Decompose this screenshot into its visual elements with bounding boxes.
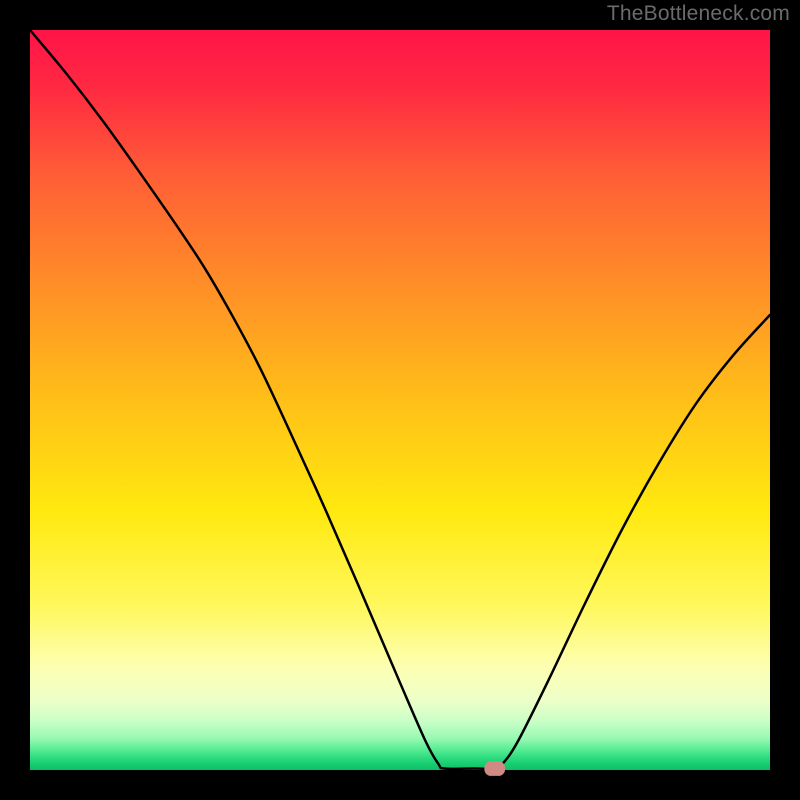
chart-frame: TheBottleneck.com [0, 0, 800, 800]
gradient-plot-area [30, 30, 770, 770]
optimal-point-marker [484, 761, 505, 776]
bottleneck-chart [0, 0, 800, 800]
